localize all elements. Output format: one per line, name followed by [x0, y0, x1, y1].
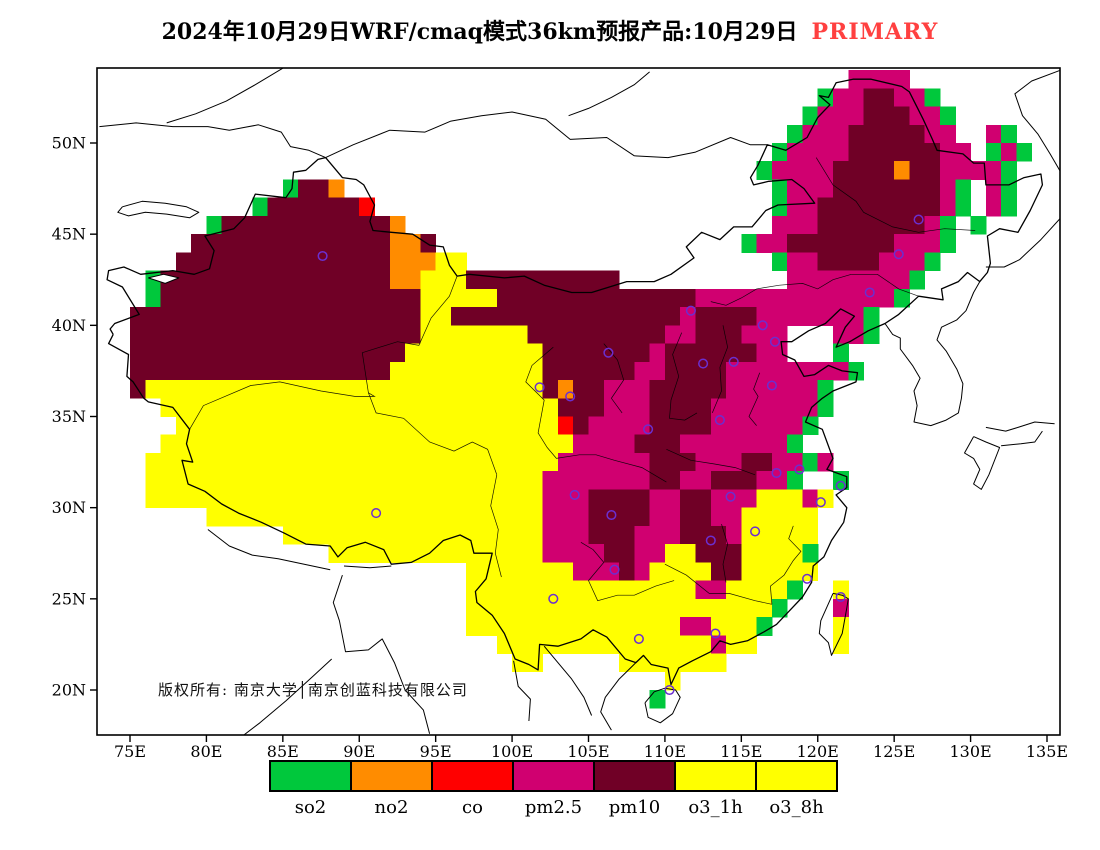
bangladesh-myanmar-coast	[332, 574, 431, 734]
map-frame	[96, 67, 1061, 736]
city-marker	[913, 214, 924, 225]
coastlines-borders	[99, 68, 1060, 735]
city-marker	[728, 356, 739, 367]
lat-tick-label: 35N	[52, 407, 86, 426]
city-marker	[609, 564, 620, 575]
city-marker	[757, 320, 768, 331]
india-east-coast	[243, 658, 333, 735]
city-marker	[725, 491, 736, 502]
city-marker	[893, 249, 904, 260]
lat-tick-label: 45N	[52, 225, 86, 244]
city-marker	[548, 593, 559, 604]
legend-swatch-pm10	[593, 760, 676, 792]
honshu-japan	[985, 421, 1055, 432]
vietnam-coast	[600, 662, 637, 731]
lat-tick-label: 25N	[52, 589, 86, 608]
title-text: 2024年10月29日WRF/cmaq模式36km预报产品:10月29日	[161, 19, 798, 45]
lon-tick-label: 85E	[267, 742, 299, 761]
lon-tick-label: 100E	[491, 742, 533, 761]
city-marker	[769, 336, 781, 347]
city-marker	[317, 250, 328, 262]
city-marker	[794, 464, 805, 475]
lon-tick-label: 105E	[567, 742, 609, 761]
lon-tick-label: 110E	[644, 742, 686, 761]
indochina-border-1	[543, 645, 593, 716]
city-marker	[835, 591, 846, 603]
city-marker	[766, 380, 777, 391]
shikoku-japan	[1001, 430, 1043, 447]
city-marker	[643, 424, 654, 435]
lon-tick-label: 95E	[420, 742, 452, 761]
kyushu-japan	[964, 436, 1001, 490]
kazakh-russia-border	[99, 122, 326, 159]
lake-baikal-shore	[568, 71, 650, 117]
legend-swatch-no2	[350, 760, 433, 792]
legend-label: o3_1h	[688, 797, 743, 818]
tatar-strait-coast	[1014, 69, 1060, 172]
mongolia-russia-border	[325, 111, 768, 159]
city-marker	[705, 535, 716, 546]
lat-tick-label: 40N	[52, 316, 86, 335]
legend-swatch-co	[431, 760, 514, 792]
legend-label: o3_8h	[769, 797, 824, 818]
lake-balkhash	[117, 200, 200, 219]
lon-tick-label: 115E	[720, 742, 762, 761]
bhutan-south-border	[343, 565, 392, 569]
lat-tick-label: 50N	[52, 134, 86, 153]
russia-japan-sea-coast	[985, 217, 1060, 268]
legend-swatch-o3_8h	[755, 760, 838, 792]
city-marker	[664, 684, 675, 696]
irtysh-river	[166, 68, 284, 124]
legend-label: pm10	[609, 797, 661, 818]
city-marker	[710, 628, 721, 639]
city-marker	[569, 489, 580, 500]
lon-tick-label: 75E	[114, 742, 146, 761]
legend: so2 no2 co pm2.5 pm10 o3_1h o3_8h	[269, 760, 838, 818]
city-marker	[371, 508, 382, 519]
legend-label: pm2.5	[525, 797, 582, 818]
lat-tick-label: 30N	[52, 498, 86, 517]
province-borders	[189, 157, 976, 605]
legend-swatch-so2	[269, 760, 352, 792]
indochina-border-2	[513, 660, 531, 722]
city-marker	[815, 497, 826, 508]
city-marker	[685, 305, 696, 316]
city-marker	[835, 480, 846, 491]
axis-ticks: 75E 80E 85E 90E 95E 100E 105E 110E 115E 120E 125E 1…	[52, 134, 1068, 762]
legend-label: no2	[375, 797, 409, 818]
lon-tick-label: 130E	[949, 742, 991, 761]
pollutant-cells	[130, 70, 1033, 709]
city-marker	[603, 347, 614, 358]
lon-tick-label: 80E	[190, 742, 222, 761]
lon-tick-label: 135E	[1026, 742, 1068, 761]
issyk-kul-lake	[148, 273, 180, 284]
korea-peninsula	[884, 281, 981, 427]
legend-swatch-pm2.5	[512, 760, 595, 792]
city-marker	[802, 573, 813, 584]
lon-tick-label: 90E	[343, 742, 375, 761]
city-marker	[534, 382, 545, 393]
city-marker	[714, 415, 725, 426]
city-marker	[606, 509, 617, 521]
city-marker	[565, 391, 576, 402]
lon-tick-label: 125E	[873, 742, 915, 761]
legend-swatch-o3_1h	[674, 760, 757, 792]
legend-label: co	[462, 797, 483, 818]
copyright-text: 版权所有: 南京大学│南京创蓝科技有限公司	[158, 681, 468, 699]
lon-tick-label: 120E	[797, 742, 839, 761]
nepal-south-border	[207, 529, 331, 571]
lat-tick-label: 20N	[52, 680, 86, 699]
city-marker	[750, 526, 761, 537]
city-marker	[633, 633, 644, 644]
hainan-island	[644, 687, 681, 724]
page-title: 2024年10月29日WRF/cmaq模式36km预报产品:10月29日 PRIM…	[0, 14, 1100, 46]
title-highlight: PRIMARY	[811, 19, 939, 45]
city-marker	[864, 287, 875, 298]
legend-label: so2	[295, 797, 327, 818]
city-markers	[317, 214, 924, 696]
city-marker	[771, 467, 782, 479]
city-marker	[698, 358, 709, 369]
